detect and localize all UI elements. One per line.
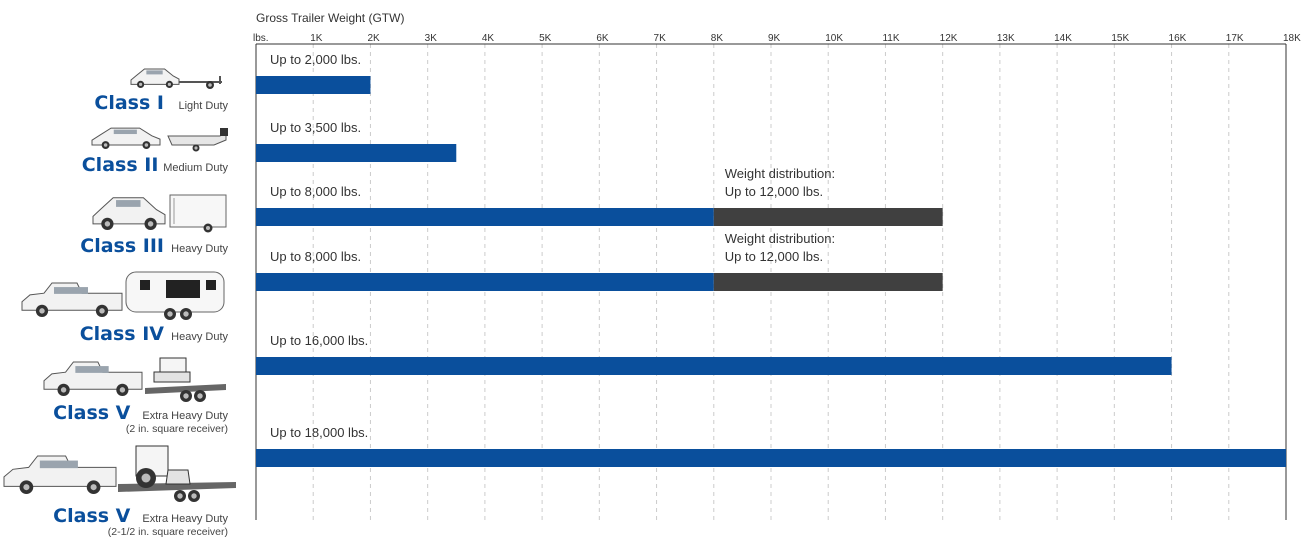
tick-label: 6K <box>596 33 609 44</box>
class-name: Class III <box>80 235 164 257</box>
class-name: Class V <box>53 505 131 527</box>
class-note: (2-1/2 in. square receiver) <box>108 526 228 538</box>
class-duty: Medium Duty <box>163 162 228 174</box>
tick-label: 12K <box>940 33 958 44</box>
tick-label: 13K <box>997 33 1015 44</box>
pickup-with-camper-trailer-icon <box>21 271 225 320</box>
class-labels: Light Duty Class I Medium Duty Class II Heav… <box>53 92 228 538</box>
pickup-with-skid-steer-trailer-icon <box>43 357 226 402</box>
bar-label: Up to 2,000 lbs. <box>270 52 361 67</box>
class-duty: Light Duty <box>178 100 228 112</box>
tick-label: 3K <box>425 33 438 44</box>
tick-label: 5K <box>539 33 552 44</box>
tick-label: 2K <box>367 33 380 44</box>
class-duty: Heavy Duty <box>171 243 228 255</box>
tick-label: 16K <box>1169 33 1187 44</box>
bar-weight-distribution <box>713 273 943 291</box>
tick-label: 10K <box>825 33 843 44</box>
bar-towing-capacity <box>256 273 714 291</box>
bar-towing-capacity <box>256 76 371 94</box>
tick-label: 4K <box>482 33 495 44</box>
tick-label: 17K <box>1226 33 1244 44</box>
class-duty: Extra Heavy Duty <box>142 513 228 525</box>
class-note: (2 in. square receiver) <box>126 423 228 435</box>
bar-label: Up to 18,000 lbs. <box>270 425 368 440</box>
class-name: Class V <box>53 402 131 424</box>
pickup-with-loader-trailer-icon <box>3 445 236 502</box>
tick-labels: lbs. 1K 2K 3K 4K 5K 6K 7K 8K 9K 10K 11K 12K 13K 14K 15K… <box>253 33 1301 44</box>
class-duty: Heavy Duty <box>171 331 228 343</box>
class-name: Class II <box>82 154 159 176</box>
bar-label: Up to 8,000 lbs. <box>270 184 361 199</box>
tick-label: 1K <box>310 33 323 44</box>
class-name: Class I <box>94 92 164 114</box>
bar-towing-capacity <box>256 449 1286 467</box>
bar-weight-distribution <box>713 208 943 226</box>
tick-label: 15K <box>1111 33 1129 44</box>
bar-label: Up to 16,000 lbs. <box>270 333 368 348</box>
sedan-with-boat-trailer-icon <box>91 127 228 152</box>
tick-label: 18K <box>1283 33 1301 44</box>
suv-with-cargo-trailer-icon <box>92 194 227 233</box>
tick-label: lbs. <box>253 33 269 44</box>
vehicle-icons <box>3 68 236 502</box>
bar-towing-capacity <box>256 357 1172 375</box>
bars <box>256 76 1286 467</box>
axis-title: Gross Trailer Weight (GTW) <box>256 11 404 25</box>
bar-labels: Up to 2,000 lbs. Up to 3,500 lbs. Up to 8,… <box>270 52 835 440</box>
car-with-utility-trailer-icon <box>130 68 222 89</box>
weight-distribution-label: Weight distribution: Up to 12,000 lbs. <box>725 231 835 264</box>
bar-label: Up to 8,000 lbs. <box>270 249 361 264</box>
bar-towing-capacity <box>256 208 714 226</box>
tick-label: 14K <box>1054 33 1072 44</box>
bar-label: Up to 3,500 lbs. <box>270 120 361 135</box>
class-duty: Extra Heavy Duty <box>142 410 228 422</box>
tick-label: 11K <box>882 33 899 44</box>
tick-label: 8K <box>711 33 724 44</box>
tick-label: 7K <box>654 33 667 44</box>
bar-towing-capacity <box>256 144 457 162</box>
tick-label: 9K <box>768 33 781 44</box>
weight-distribution-label: Weight distribution: Up to 12,000 lbs. <box>725 166 835 199</box>
class-name: Class IV <box>80 323 165 345</box>
